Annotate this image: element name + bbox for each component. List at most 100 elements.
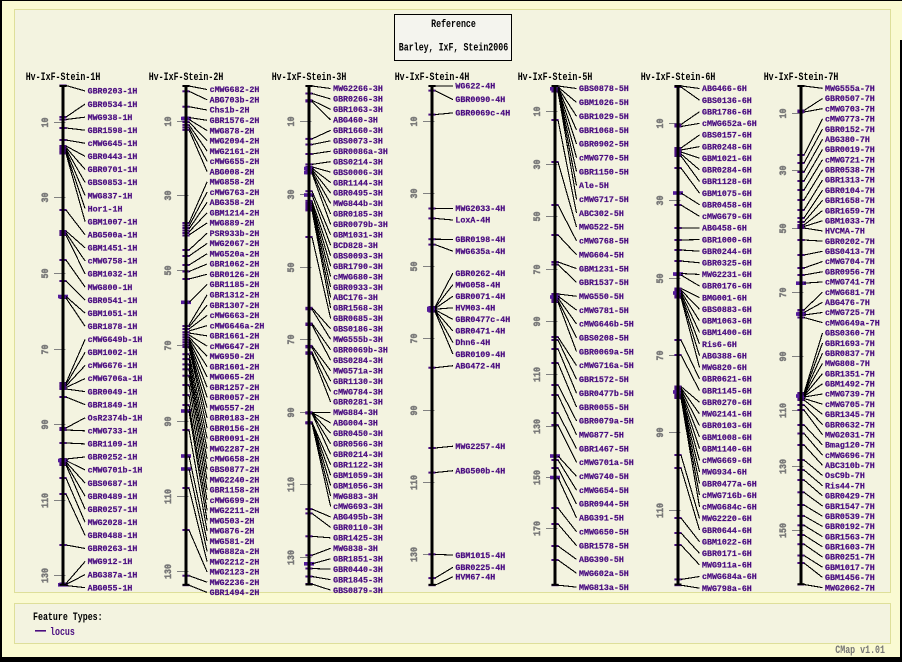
svg-text:130: 130	[408, 547, 420, 562]
svg-text:GBS0360-7H: GBS0360-7H	[825, 330, 875, 339]
svg-text:110: 110	[408, 475, 420, 490]
svg-text:PSR933b-2H: PSR933b-2H	[210, 229, 260, 239]
svg-text:MWG889-2H: MWG889-2H	[210, 220, 255, 229]
svg-text:GBR0152-7H: GBR0152-7H	[825, 126, 875, 135]
svg-text:Hv-IxF-Stein-6H: Hv-IxF-Stein-6H	[641, 71, 716, 83]
svg-text:70: 70	[39, 345, 51, 355]
svg-text:GBS0284-3H: GBS0284-3H	[333, 357, 383, 366]
svg-text:GBR1661-2H: GBR1661-2H	[210, 333, 260, 342]
svg-text:ABG388-6H: ABG388-6H	[702, 352, 747, 361]
svg-text:30: 30	[39, 193, 51, 203]
svg-text:90: 90	[285, 408, 297, 418]
svg-text:GBR0110-3H: GBR0110-3H	[333, 524, 383, 533]
svg-text:ABG380-7H: ABG380-7H	[825, 136, 870, 145]
svg-text:GBR0632-7H: GBR0632-7H	[825, 421, 875, 430]
svg-text:MWG798a-6H: MWG798a-6H	[702, 585, 752, 594]
svg-text:GBR0458-6H: GBR0458-6H	[702, 201, 752, 210]
svg-text:cMWG696-7H: cMWG696-7H	[825, 452, 875, 461]
svg-text:Chs1b-2H: Chs1b-2H	[210, 106, 250, 116]
svg-text:cMWG701b-1H: cMWG701b-1H	[88, 466, 143, 476]
svg-text:ABG500b-4H: ABG500b-4H	[455, 466, 505, 476]
svg-text:GBM1075-6H: GBM1075-6H	[702, 190, 752, 199]
svg-text:GBS0877-2H: GBS0877-2H	[210, 466, 260, 475]
svg-text:GBR1598-1H: GBR1598-1H	[88, 127, 138, 136]
svg-text:cMWG739-7H: cMWG739-7H	[825, 391, 875, 400]
svg-text:GBR0156-2H: GBR0156-2H	[210, 425, 260, 434]
svg-text:90: 90	[531, 317, 543, 327]
svg-text:GBR0837-7H: GBR0837-7H	[825, 350, 875, 359]
svg-text:GBS0006-3H: GBS0006-3H	[333, 169, 383, 178]
svg-text:GBR0019-7H: GBR0019-7H	[825, 146, 875, 155]
svg-text:10: 10	[408, 117, 420, 127]
svg-text:GBS0853-1H: GBS0853-1H	[88, 179, 138, 188]
svg-text:MWG878-2H: MWG878-2H	[210, 127, 255, 136]
svg-text:GBR1547-7H: GBR1547-7H	[825, 503, 875, 512]
svg-text:ABC310b-7H: ABC310b-7H	[825, 461, 875, 471]
svg-text:GBM1231-5H: GBM1231-5H	[579, 265, 629, 274]
svg-text:ABG466-6H: ABG466-6H	[702, 85, 747, 94]
svg-text:MWG2220-6H: MWG2220-6H	[702, 515, 752, 524]
svg-text:MWG2062-7H: MWG2062-7H	[825, 584, 875, 593]
svg-text:GBR0257-1H: GBR0257-1H	[88, 506, 138, 515]
svg-text:ABG358-2H: ABG358-2H	[210, 199, 255, 208]
svg-text:Ale-5H: Ale-5H	[579, 181, 609, 191]
svg-text:OsC9b-7H: OsC9b-7H	[825, 471, 865, 481]
svg-text:Hv-IxF-Stein-4H: Hv-IxF-Stein-4H	[395, 71, 470, 83]
svg-text:LoxA-4H: LoxA-4H	[455, 217, 490, 226]
svg-text:GBS0073-3H: GBS0073-3H	[333, 137, 383, 146]
svg-text:130: 130	[777, 459, 789, 474]
svg-text:GBR0086a-3H: GBR0086a-3H	[333, 148, 388, 157]
svg-text:70: 70	[285, 335, 297, 345]
svg-text:MWG884-3H: MWG884-3H	[333, 409, 378, 418]
svg-text:GBR1128-6H: GBR1128-6H	[702, 178, 752, 187]
svg-text:GBS0093-3H: GBS0093-3H	[333, 252, 383, 261]
svg-text:150: 150	[531, 470, 543, 485]
svg-text:GBR1185-2H: GBR1185-2H	[210, 281, 260, 290]
svg-text:50: 50	[408, 262, 420, 272]
svg-text:MWG635a-4H: MWG635a-4H	[455, 248, 505, 257]
svg-text:GBR1603-7H: GBR1603-7H	[825, 544, 875, 553]
svg-text:MWG876-2H: MWG876-2H	[210, 528, 255, 537]
svg-text:GBR1130-3H: GBR1130-3H	[333, 378, 383, 387]
svg-text:130: 130	[285, 550, 297, 565]
svg-text:GBM1032-1H: GBM1032-1H	[88, 271, 138, 280]
svg-text:cMWG703-7H: cMWG703-7H	[825, 105, 875, 114]
svg-text:Reference: Reference	[431, 18, 476, 30]
svg-text:GBM1451-1H: GBM1451-1H	[88, 245, 138, 254]
svg-text:cMWG758-1H: cMWG758-1H	[88, 258, 138, 267]
svg-text:Hor1-1H: Hor1-1H	[88, 205, 123, 214]
svg-text:GBR0079a-5H: GBR0079a-5H	[579, 418, 634, 427]
svg-text:cMWG658-2H: cMWG658-2H	[210, 456, 260, 465]
svg-text:GBR1029-5H: GBR1029-5H	[579, 113, 629, 122]
svg-text:ABG472-4H: ABG472-4H	[455, 362, 500, 371]
svg-text:MWG912-1H: MWG912-1H	[88, 558, 133, 567]
svg-text:GBR1563-7H: GBR1563-7H	[825, 533, 875, 542]
svg-text:GBR0539-7H: GBR0539-7H	[825, 513, 875, 522]
svg-text:GBR0214-3H: GBR0214-3H	[333, 451, 383, 460]
svg-text:MWG2240-2H: MWG2240-2H	[210, 476, 260, 485]
svg-text:10: 10	[162, 117, 174, 127]
svg-text:MWG522-5H: MWG522-5H	[579, 224, 624, 233]
svg-text:GBR1145-6H: GBR1145-6H	[702, 387, 752, 396]
svg-text:GBR1144-3H: GBR1144-3H	[333, 179, 383, 188]
svg-text:70: 70	[408, 334, 420, 344]
svg-text:GBR0644-6H: GBR0644-6H	[702, 527, 752, 536]
svg-text:MWG2031-7H: MWG2031-7H	[825, 431, 875, 440]
svg-text:MWG938-1H: MWG938-1H	[88, 114, 133, 123]
svg-text:GBR0126-2H: GBR0126-2H	[210, 271, 260, 280]
svg-text:MWG877-5H: MWG877-5H	[579, 431, 624, 440]
svg-text:GBR0055-5H: GBR0055-5H	[579, 404, 629, 413]
svg-text:GBR0244-6H: GBR0244-6H	[702, 248, 752, 257]
svg-text:GBR0440-3H: GBR0440-3H	[333, 566, 383, 575]
svg-text:MWG555a-7H: MWG555a-7H	[825, 85, 875, 94]
svg-text:ABG390-5H: ABG390-5H	[579, 556, 624, 565]
svg-text:30: 30	[777, 166, 789, 176]
svg-text:GBR1062-2H: GBR1062-2H	[210, 261, 260, 270]
svg-text:GBR0471-4H: GBR0471-4H	[455, 328, 505, 337]
svg-text:30: 30	[654, 196, 666, 206]
svg-text:90: 90	[654, 428, 666, 438]
svg-text:MWG503-2H: MWG503-2H	[210, 517, 255, 526]
svg-text:GBR0262-4H: GBR0262-4H	[455, 270, 505, 279]
svg-text:cMWG647-2H: cMWG647-2H	[210, 343, 260, 352]
svg-text:ABG495b-3H: ABG495b-3H	[333, 513, 383, 523]
